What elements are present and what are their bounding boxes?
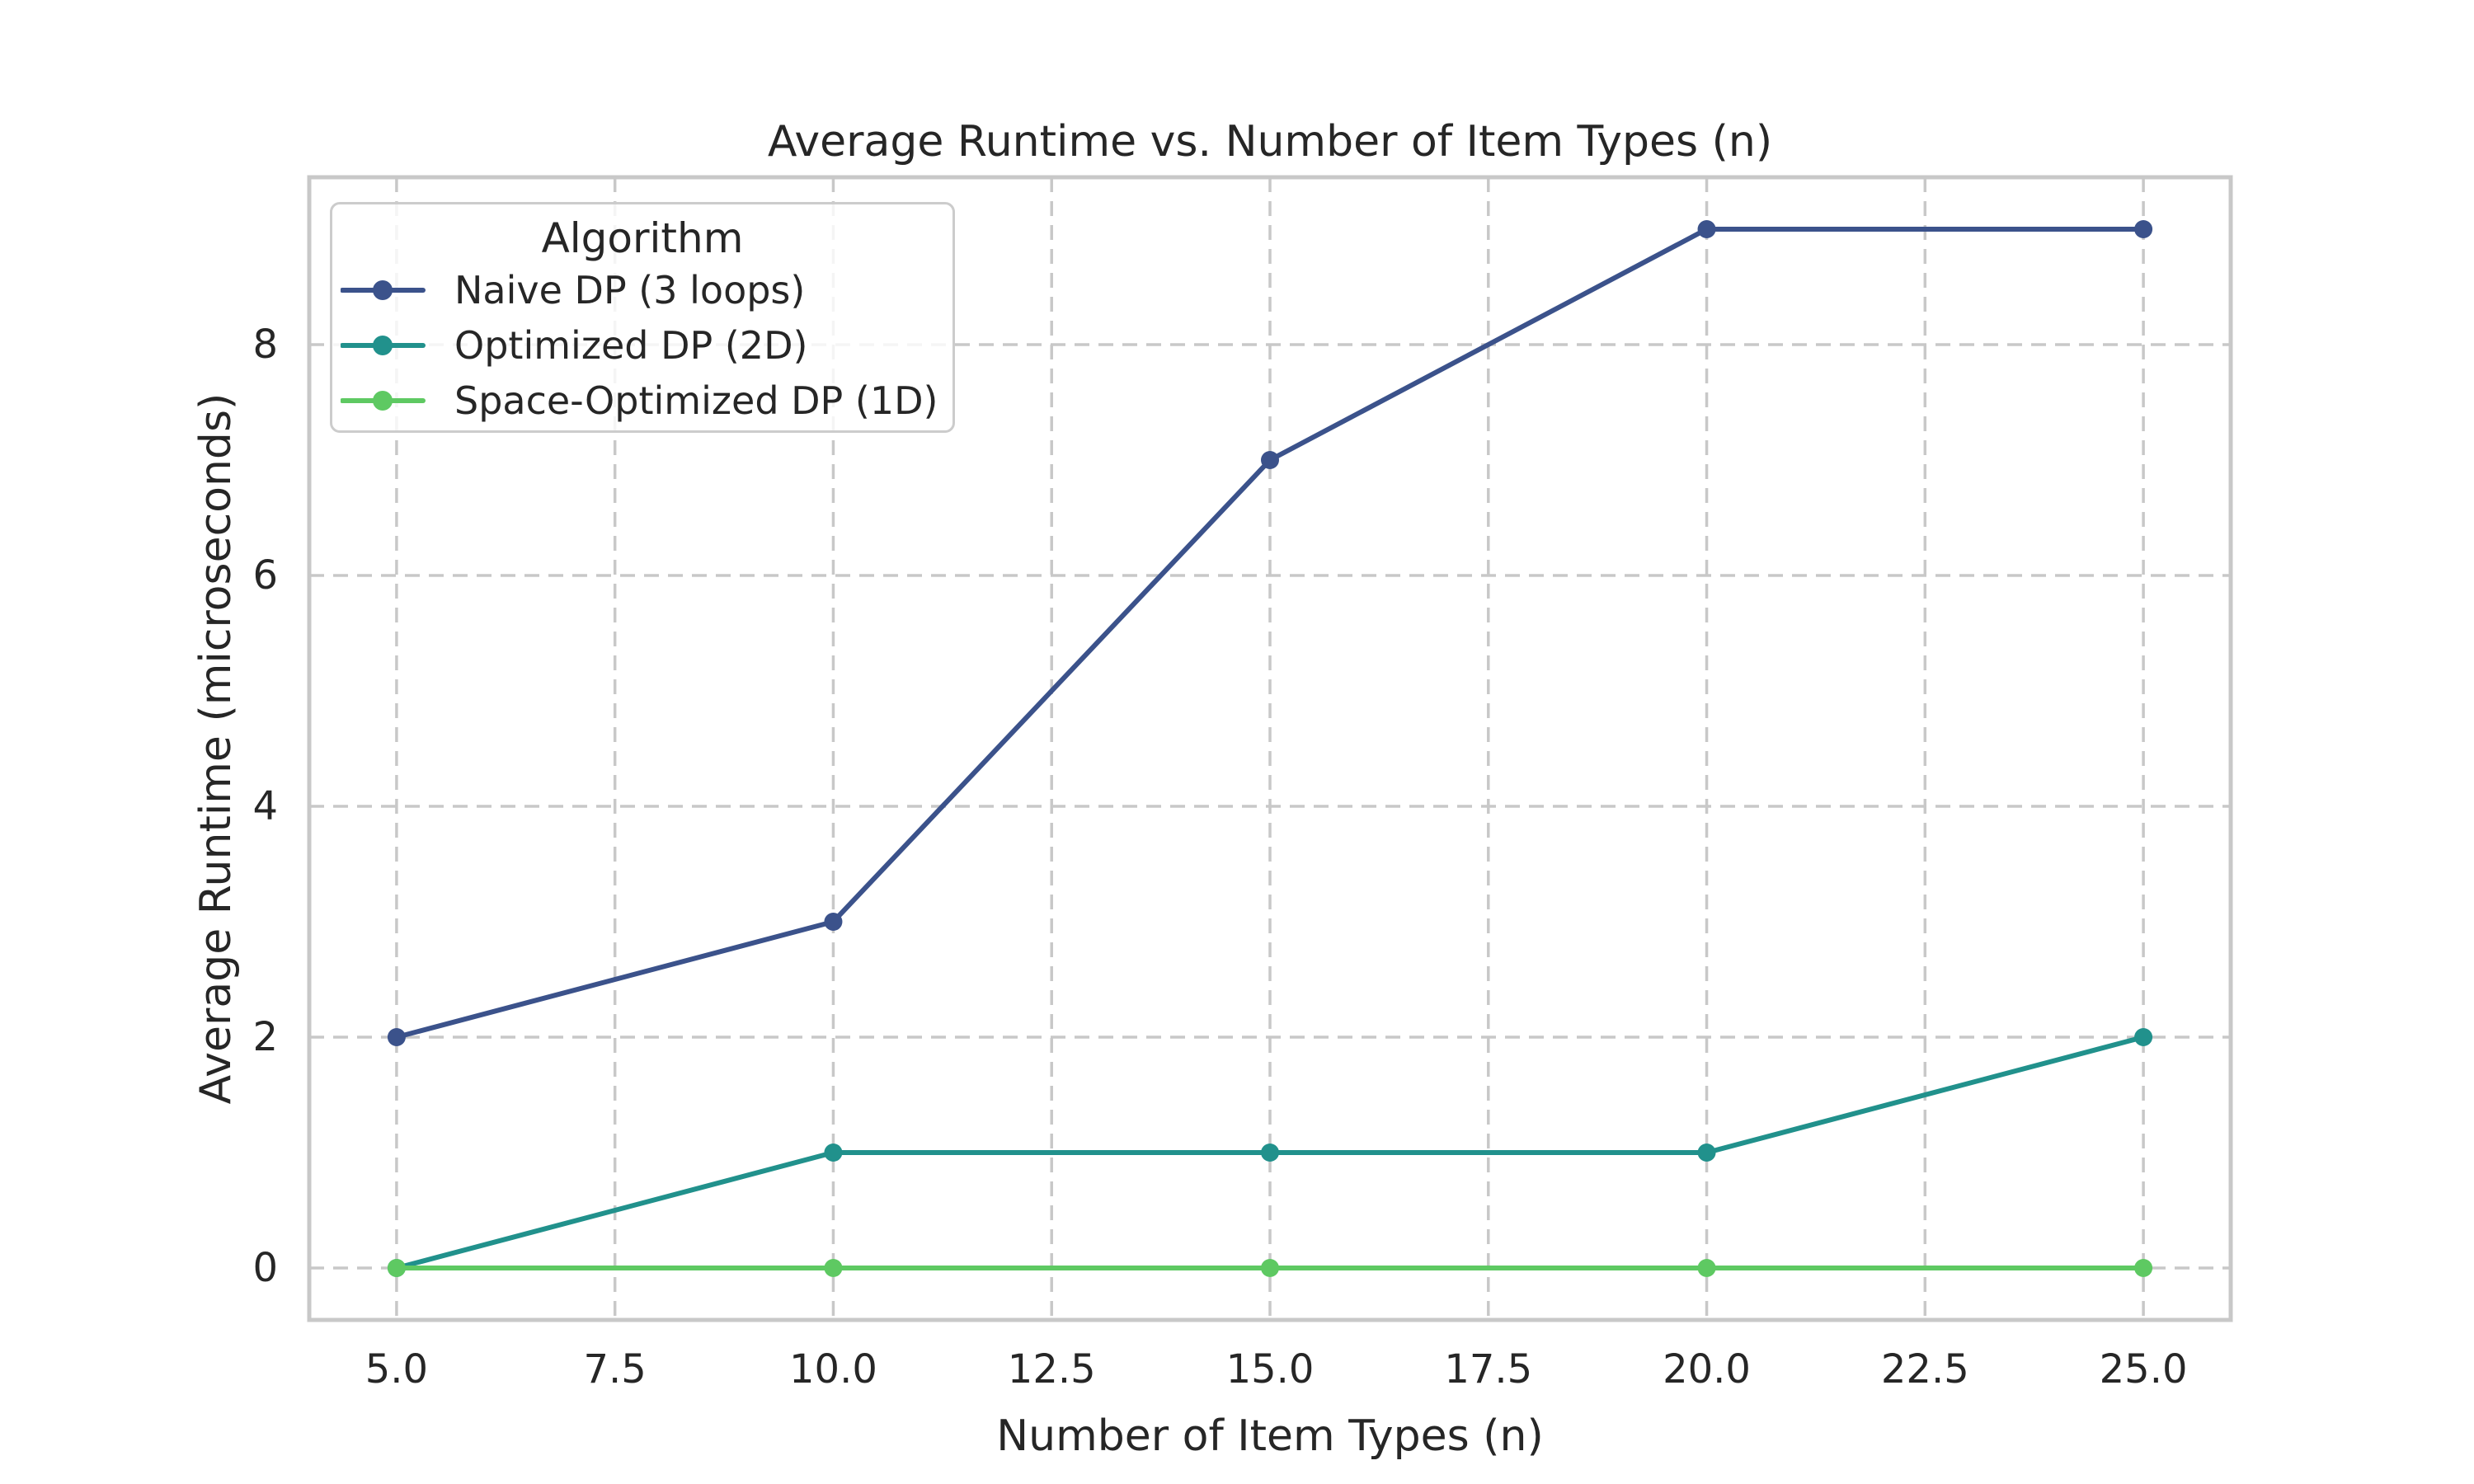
- x-tick-label: 7.5: [583, 1346, 647, 1392]
- y-tick-label: 0: [252, 1245, 278, 1291]
- chart-title: Average Runtime vs. Number of Item Types…: [767, 117, 1773, 167]
- legend-item-label: Space-Optimized DP (1D): [454, 378, 938, 423]
- data-point-marker: [1261, 1259, 1279, 1277]
- data-point-marker: [1697, 1144, 1716, 1162]
- x-tick-label: 22.5: [1880, 1346, 1969, 1392]
- y-axis-label: Average Runtime (microseconds): [191, 392, 241, 1105]
- x-tick-label: 17.5: [1444, 1346, 1533, 1392]
- legend-title: Algorithm: [541, 214, 744, 262]
- data-point-marker: [2134, 1259, 2153, 1277]
- legend-box: Algorithm Naive DP (3 loops) Optimized DP…: [330, 202, 955, 433]
- data-point-marker: [1261, 451, 1279, 469]
- x-tick-label: 15.0: [1225, 1346, 1315, 1392]
- data-point-marker: [824, 1259, 843, 1277]
- legend-items: Naive DP (3 loops) Optimized DP (2D) Space…: [332, 262, 952, 428]
- x-tick-label: 10.0: [789, 1346, 877, 1392]
- y-tick-label: 4: [252, 783, 278, 829]
- legend-item-label: Optimized DP (2D): [454, 322, 808, 368]
- data-point-marker: [1697, 1259, 1716, 1277]
- data-point-marker: [1697, 220, 1716, 238]
- data-point-marker: [387, 1028, 406, 1046]
- legend-item: Naive DP (3 loops): [341, 262, 952, 317]
- legend-item: Space-Optimized DP (1D): [341, 373, 952, 428]
- data-point-marker: [387, 1259, 406, 1277]
- data-point-marker: [1261, 1144, 1279, 1162]
- data-point-marker: [824, 913, 843, 931]
- y-tick-label: 6: [252, 552, 278, 599]
- x-tick-label: 20.0: [1663, 1346, 1751, 1392]
- plot-border: [307, 175, 2233, 1322]
- data-point-marker: [824, 1144, 843, 1162]
- x-tick-label: 5.0: [365, 1346, 429, 1392]
- x-tick-label: 25.0: [2099, 1346, 2188, 1392]
- x-axis-label: Number of Item Types (n): [996, 1411, 1544, 1461]
- legend-line-marker-icon: [341, 390, 426, 411]
- x-tick-label: 12.5: [1007, 1346, 1096, 1392]
- legend-item: Optimized DP (2D): [341, 317, 952, 373]
- y-tick-label: 2: [252, 1014, 278, 1060]
- legend-line-marker-icon: [341, 335, 426, 355]
- data-point-marker: [2134, 1028, 2153, 1046]
- y-tick-label: 8: [252, 322, 278, 368]
- data-point-marker: [2134, 220, 2153, 238]
- legend-item-label: Naive DP (3 loops): [454, 267, 806, 312]
- legend-line-marker-icon: [341, 279, 426, 300]
